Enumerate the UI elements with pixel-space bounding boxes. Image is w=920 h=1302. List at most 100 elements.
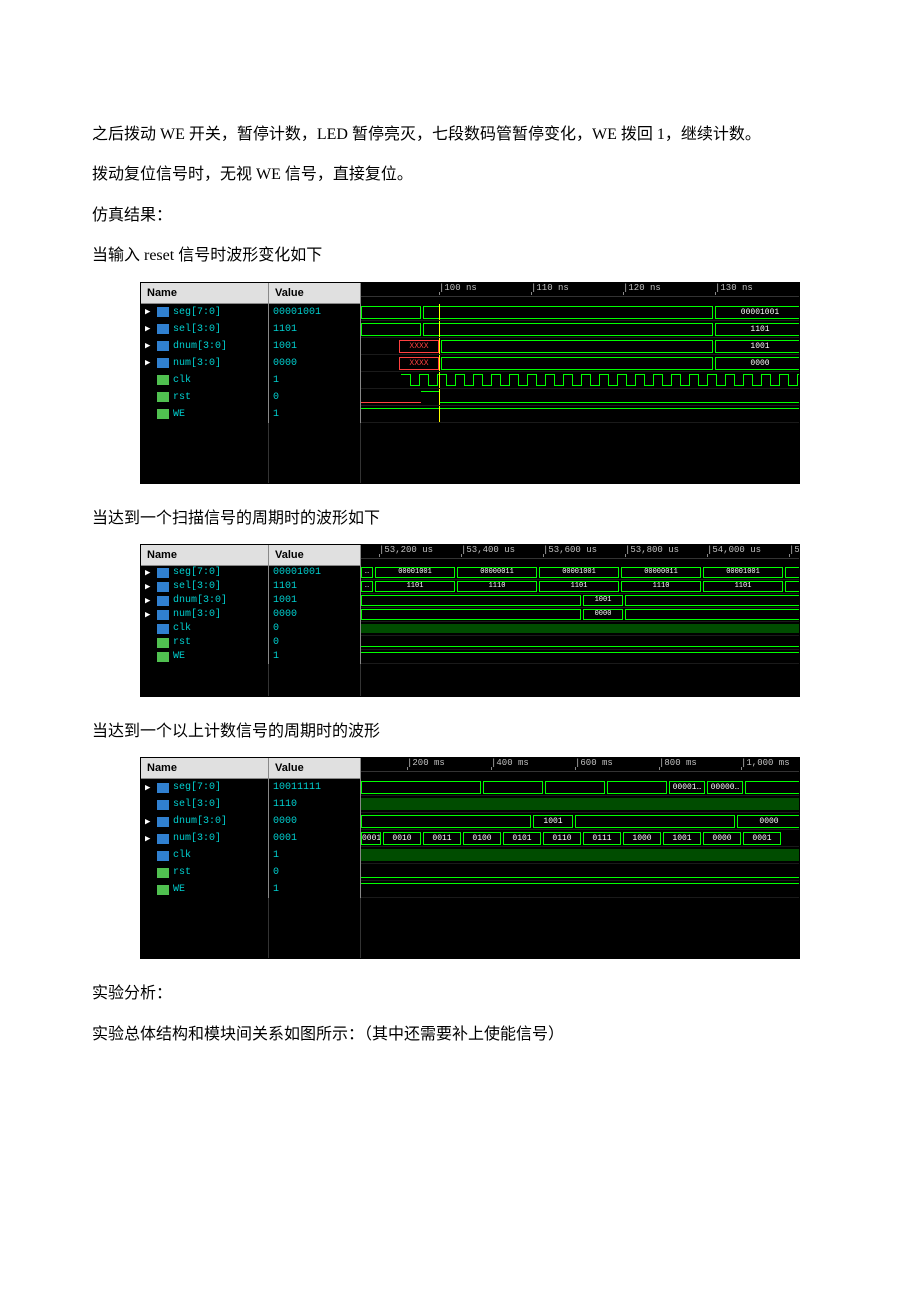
bus-segment: … [361, 567, 373, 578]
expand-arrow[interactable]: ▶ [145, 324, 153, 334]
dense-signal [361, 849, 799, 861]
time-cursor[interactable] [439, 321, 440, 337]
time-tick: |54,000 us [707, 545, 761, 555]
signal-name[interactable]: ▶dnum[3:0] [141, 594, 269, 608]
expand-arrow[interactable]: ▶ [145, 307, 153, 317]
bus-segment: 0000 [715, 357, 799, 370]
signal-track [361, 389, 799, 406]
signal-name[interactable]: clk [141, 372, 269, 389]
time-tick: |53,400 us [461, 545, 515, 555]
signal-track: 0000 [361, 608, 799, 622]
time-tick: |110 ns [531, 283, 569, 293]
paragraph: 实验总体结构和模块间关系如图所示：（其中还需要补上使能信号） [60, 1020, 860, 1050]
signal-icon [157, 409, 169, 419]
bus-icon [157, 800, 169, 810]
signal-track [361, 636, 799, 650]
expand-arrow[interactable]: ▶ [145, 783, 153, 793]
signal-name[interactable]: WE [141, 650, 269, 664]
signal-track: XXXX1001 [361, 338, 799, 355]
signal-track [361, 864, 799, 881]
signal-value: 1001 [269, 338, 361, 355]
time-tick: |800 ms [659, 758, 697, 768]
bus-segment [483, 781, 543, 794]
expand-arrow[interactable]: ▶ [145, 568, 153, 578]
signal-value: 0000 [269, 608, 361, 622]
bus-segment: 0101 [503, 832, 541, 845]
bus-segment: 1101 [375, 581, 455, 592]
col-value-header: Value [269, 758, 361, 779]
time-cursor[interactable] [439, 355, 440, 371]
expand-arrow[interactable]: ▶ [145, 834, 153, 844]
signal-track: …000010010000001100001001000000110000100… [361, 566, 799, 580]
signal-name[interactable]: ▶num[3:0] [141, 608, 269, 622]
expand-arrow[interactable]: ▶ [145, 596, 153, 606]
signal-name[interactable]: ▶seg[7:0] [141, 304, 269, 321]
bus-segment: 0000 [737, 815, 799, 828]
signal-name[interactable]: clk [141, 847, 269, 864]
expand-arrow[interactable]: ▶ [145, 610, 153, 620]
bus-segment: 1001 [715, 340, 799, 353]
signal-name[interactable]: ▶dnum[3:0] [141, 813, 269, 830]
signal-track [361, 650, 799, 664]
bus-segment: 1001 [533, 815, 573, 828]
signal-name[interactable]: ▶seg[7:0] [141, 566, 269, 580]
bus-segment: 1110 [457, 581, 537, 592]
signal-value: 1 [269, 881, 361, 898]
signal-name[interactable]: ▶dnum[3:0] [141, 338, 269, 355]
signal-track: …110111101101111011011110 [361, 580, 799, 594]
signal-name[interactable]: WE [141, 406, 269, 423]
signal-name[interactable]: rst [141, 389, 269, 406]
expand-arrow[interactable]: ▶ [145, 817, 153, 827]
signal-name[interactable]: ▶seg[7:0] [141, 779, 269, 796]
bus-segment: 00001001 [375, 567, 455, 578]
bus-segment [361, 595, 581, 606]
bus-segment: 1001 [583, 595, 623, 606]
bus-segment: XXXX [399, 357, 439, 370]
paragraph: 拨动复位信号时，无视 WE 信号，直接复位。 [60, 160, 860, 190]
expand-arrow[interactable]: ▶ [145, 582, 153, 592]
signal-name[interactable]: ▶sel[3:0] [141, 321, 269, 338]
time-cursor[interactable] [439, 372, 440, 388]
time-cursor[interactable] [439, 304, 440, 320]
bus-segment [361, 781, 481, 794]
bus-segment: 00000011 [457, 567, 537, 578]
expand-arrow[interactable]: ▶ [145, 358, 153, 368]
bus-segment: … [361, 581, 373, 592]
signal-name[interactable]: rst [141, 864, 269, 881]
time-tick: |200 ms [407, 758, 445, 768]
time-cursor[interactable] [439, 389, 440, 405]
signal-track: 00001001 [361, 304, 799, 321]
signal-name[interactable]: WE [141, 881, 269, 898]
bus-segment [575, 815, 735, 828]
bus-icon [157, 624, 169, 634]
bus-segment: 00001001 [715, 306, 799, 319]
time-cursor[interactable] [439, 338, 440, 354]
paragraph: 实验分析： [60, 979, 860, 1009]
col-name-header: Name [141, 283, 269, 304]
signal-value: 1 [269, 650, 361, 664]
waveform-blank-area [141, 423, 799, 483]
paragraph: 当达到一个扫描信号的周期时的波形如下 [60, 504, 860, 534]
signal-track: 1001 0000 [361, 813, 799, 830]
expand-arrow[interactable]: ▶ [145, 341, 153, 351]
bus-segment [423, 306, 713, 319]
time-cursor[interactable] [439, 406, 440, 422]
signal-name[interactable]: sel[3:0] [141, 796, 269, 813]
bus-icon [157, 582, 169, 592]
bus-icon [157, 568, 169, 578]
bus-icon [157, 341, 169, 351]
signal-name[interactable]: rst [141, 636, 269, 650]
bus-icon [157, 596, 169, 606]
bus-segment [361, 306, 421, 319]
signal-name[interactable]: ▶sel[3:0] [141, 580, 269, 594]
signal-track [361, 847, 799, 864]
signal-name[interactable]: ▶num[3:0] [141, 355, 269, 372]
bus-segment: 1001 [663, 832, 701, 845]
signal-name[interactable]: ▶num[3:0] [141, 830, 269, 847]
bus-icon [157, 610, 169, 620]
signal-track [361, 622, 799, 636]
bus-segment: 00000… [707, 781, 743, 794]
signal-name[interactable]: clk [141, 622, 269, 636]
time-tick: |130 ns [715, 283, 753, 293]
bus-segment: 1110 [621, 581, 701, 592]
